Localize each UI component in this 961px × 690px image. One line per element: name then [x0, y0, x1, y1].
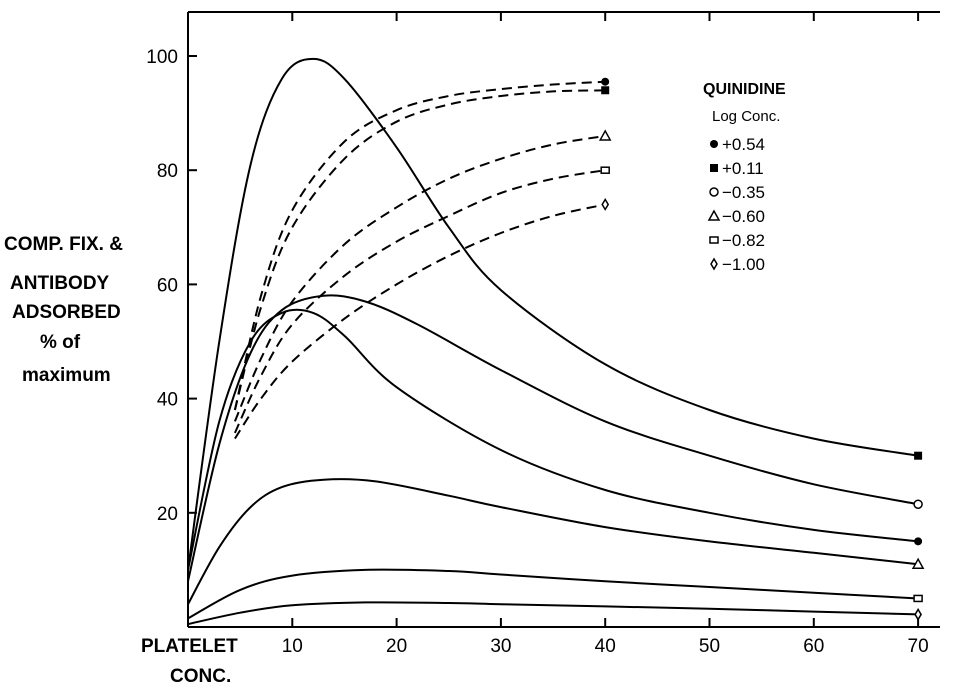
dashed-curve-open-square: [233, 169, 606, 434]
y-tick-label: 40: [157, 390, 178, 411]
marker-open-triangle: [911, 557, 925, 569]
x-axis-ticks: 10 20 30 40 50 60 70: [282, 12, 929, 657]
y-tick-label: 20: [157, 504, 178, 525]
marker-shape: [911, 557, 925, 569]
legend-entry-label: −1.00: [722, 255, 765, 274]
legend-entry-label: −0.60: [722, 207, 765, 226]
marker-shape: [710, 164, 718, 172]
legend-entry-label: −0.35: [722, 183, 765, 202]
marker-filled-circle: [710, 140, 718, 148]
marker-filled-circle: [601, 77, 610, 86]
marker-shape: [709, 187, 719, 197]
marker-shape: [913, 499, 923, 509]
legend-entry-label: +0.11: [722, 159, 764, 178]
solid-curve-open-circle: [187, 294, 919, 582]
marker-open-triangle: [598, 129, 612, 141]
marker-filled-square: [710, 164, 718, 172]
x-axis-label: PLATELET CONC.: [141, 636, 238, 687]
dashed-curve-open-triangle: [233, 134, 606, 422]
legend-entry-label: +0.54: [722, 135, 765, 154]
marker-filled-circle: [914, 537, 923, 546]
legend-title: QUINIDINE: [703, 81, 786, 98]
x-tick-label: 30: [490, 636, 511, 657]
legend-subtitle: Log Conc.: [712, 108, 780, 125]
marker-shape: [710, 140, 718, 148]
x-tick-label: 20: [386, 636, 407, 657]
marker-open-square: [709, 236, 719, 244]
x-axis-label-line-1: PLATELET: [141, 636, 238, 657]
marker-open-diamond: [914, 607, 922, 621]
y-axis-label: COMP. FIX. & ANTIBODY ADSORBED % of maxi…: [4, 234, 123, 386]
y-axis-label-line-5: maximum: [22, 365, 111, 386]
solid-curve-filled-square: [187, 57, 919, 571]
marker-open-circle: [709, 187, 719, 197]
marker-shape: [914, 607, 922, 621]
marker-shape: [913, 594, 923, 603]
x-axis-label-line-2: CONC.: [170, 666, 231, 687]
marker-open-diamond: [710, 257, 718, 271]
marker-shape: [601, 86, 610, 95]
x-tick-label: 70: [908, 636, 929, 657]
marker-shape: [601, 198, 610, 211]
marker-filled-square: [601, 86, 610, 95]
dashed-curve-filled-circle: [233, 80, 606, 411]
plot-frame: [187, 11, 940, 628]
x-tick-label: 40: [595, 636, 616, 657]
x-tick-label: 60: [803, 636, 824, 657]
solid-curve-filled-circle: [187, 308, 919, 571]
marker-filled-square: [914, 451, 923, 460]
dashed-curve-open-diamond: [234, 203, 606, 440]
y-axis-label-line-2: ANTIBODY: [10, 273, 110, 294]
legend: QUINIDINE Log Conc. +0.54 +0.11 −0.35 −0.60…: [703, 81, 786, 274]
marker-open-diamond: [601, 198, 610, 211]
y-axis-label-line-1: COMP. FIX. &: [4, 234, 123, 255]
marker-shape: [600, 166, 610, 174]
data-curves: [187, 57, 919, 626]
solid-curve-open-triangle: [187, 478, 919, 605]
marker-shape: [707, 209, 721, 221]
data-markers: [598, 77, 925, 621]
marker-shape: [914, 451, 923, 460]
x-tick-label: 50: [699, 636, 720, 657]
marker-shape: [710, 257, 718, 271]
y-axis-label-line-4: % of: [40, 332, 81, 353]
y-tick-label: 60: [157, 275, 178, 296]
marker-open-circle: [913, 499, 923, 509]
marker-shape: [598, 129, 612, 141]
y-tick-label: 100: [146, 47, 178, 68]
marker-open-triangle: [707, 209, 721, 221]
y-axis-label-line-3: ADSORBED: [12, 302, 121, 323]
marker-shape: [914, 537, 923, 546]
marker-shape: [709, 236, 719, 244]
legend-entry-label: −0.82: [722, 231, 765, 250]
x-tick-label: 10: [282, 636, 303, 657]
y-axis-ticks: 20 40 60 80 100: [146, 47, 197, 525]
legend-entries: +0.54 +0.11 −0.35 −0.60 −0.82 −1.00: [707, 135, 765, 274]
y-tick-label: 80: [157, 161, 178, 182]
solid-curve-open-diamond: [187, 601, 919, 626]
marker-open-square: [600, 166, 610, 174]
solid-curve-open-square: [187, 568, 919, 620]
dashed-curve-filled-square: [233, 89, 606, 411]
marker-shape: [601, 77, 610, 86]
marker-open-square: [913, 594, 923, 603]
